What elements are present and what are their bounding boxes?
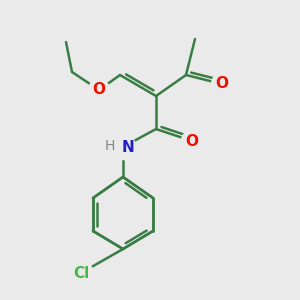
Text: O: O (215, 76, 229, 92)
Text: Cl: Cl (73, 266, 89, 280)
Circle shape (212, 74, 233, 94)
Text: O: O (185, 134, 199, 148)
Text: O: O (92, 82, 106, 98)
Circle shape (110, 134, 136, 160)
Text: N: N (122, 140, 134, 154)
Circle shape (69, 261, 93, 285)
Circle shape (182, 130, 203, 152)
Text: H: H (105, 140, 116, 153)
Circle shape (88, 80, 110, 100)
